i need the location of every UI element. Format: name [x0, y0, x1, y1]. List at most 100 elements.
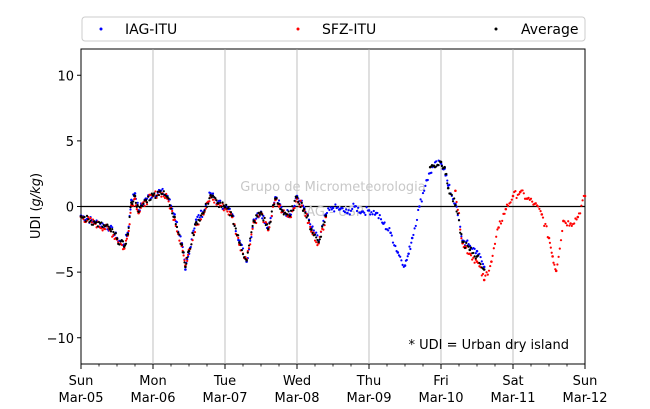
series-average: [79, 160, 486, 271]
data-point: [144, 198, 148, 202]
data-point: [256, 215, 259, 218]
data-point: [180, 243, 184, 246]
data-point: [540, 213, 544, 216]
data-point: [207, 202, 210, 205]
data-point: [551, 255, 554, 258]
data-point: [455, 210, 458, 213]
x-tick-day: Sat: [502, 374, 523, 389]
x-axis: Sun Mar-05 Mon Mar-06 Tue Mar-07 Wed Mar-08 Thu M…: [59, 364, 607, 406]
data-point: [367, 209, 371, 212]
data-point: [357, 206, 360, 209]
data-point: [390, 234, 393, 237]
data-point: [167, 200, 170, 203]
data-point: [415, 218, 419, 222]
data-point: [275, 197, 278, 200]
data-point: [474, 257, 477, 260]
data-point: [479, 263, 482, 266]
data-point: [177, 231, 180, 234]
data-point: [182, 254, 185, 257]
data-point: [145, 201, 149, 204]
data-point: [162, 190, 165, 193]
data-point: [341, 207, 344, 210]
data-point: [507, 204, 510, 208]
data-point: [219, 199, 222, 202]
data-point: [465, 241, 468, 244]
data-point: [114, 232, 117, 235]
data-point: [467, 243, 470, 246]
data-point: [115, 237, 119, 240]
data-point: [304, 214, 307, 218]
data-point: [133, 194, 137, 198]
data-point: [239, 243, 242, 247]
y-axis-label-unit: g/kg: [29, 178, 44, 206]
data-point: [243, 256, 246, 259]
data-point: [153, 192, 156, 195]
data-point: [83, 215, 86, 219]
data-point: [84, 220, 87, 223]
x-tick-day: Fri: [433, 374, 449, 389]
data-point: [270, 214, 273, 218]
data-point: [418, 205, 421, 208]
data-point: [132, 204, 135, 207]
data-point: [399, 255, 402, 258]
x-tick-day: Mon: [139, 374, 166, 389]
data-point: [194, 218, 198, 221]
watermark-line2: IAG - USP: [302, 205, 363, 220]
legend-marker-sfz-itu: [296, 27, 300, 31]
data-point: [209, 194, 212, 197]
data-point: [234, 230, 237, 233]
legend-label-sfz-itu: SFZ-ITU: [322, 22, 376, 38]
data-point: [456, 208, 459, 211]
data-point: [247, 244, 251, 247]
data-point: [459, 228, 462, 231]
data-point: [199, 214, 203, 217]
data-point: [141, 204, 144, 208]
data-point: [499, 222, 503, 225]
data-point: [225, 203, 228, 206]
data-point: [304, 211, 307, 214]
data-point: [154, 190, 157, 193]
data-point: [107, 225, 110, 228]
data-point: [482, 268, 486, 271]
data-point: [485, 271, 488, 274]
data-point: [196, 215, 199, 218]
y-tick-label: 5: [66, 135, 74, 150]
data-point: [563, 220, 566, 223]
data-point: [322, 228, 325, 231]
x-tick-date: Mar-06: [131, 391, 176, 406]
data-point: [281, 209, 284, 213]
data-point: [448, 183, 451, 187]
data-point: [286, 213, 289, 216]
data-point: [129, 206, 132, 209]
data-point: [541, 216, 545, 219]
data-point: [183, 259, 186, 262]
data-point: [389, 231, 392, 235]
data-point: [240, 249, 243, 252]
data-point: [469, 246, 473, 249]
data-point: [504, 207, 508, 211]
data-point: [459, 231, 462, 234]
data-point: [297, 200, 300, 203]
data-point: [89, 219, 92, 222]
data-point: [534, 202, 537, 205]
data-point: [557, 255, 560, 258]
data-point: [379, 218, 383, 221]
data-point: [137, 210, 140, 214]
data-point: [194, 220, 198, 224]
data-point: [193, 230, 197, 234]
data-point: [211, 192, 215, 195]
data-point: [193, 227, 196, 230]
data-point: [319, 235, 323, 238]
data-point: [149, 198, 152, 201]
x-tick-day: Tue: [213, 374, 236, 389]
data-point: [111, 226, 114, 229]
data-point: [443, 165, 446, 169]
data-point: [133, 197, 137, 200]
data-point: [106, 223, 109, 226]
series-sfz-itu: [79, 189, 587, 282]
data-point: [559, 239, 563, 242]
data-point: [95, 221, 98, 224]
data-point: [226, 210, 229, 213]
data-point: [318, 238, 321, 241]
data-point: [490, 260, 493, 263]
